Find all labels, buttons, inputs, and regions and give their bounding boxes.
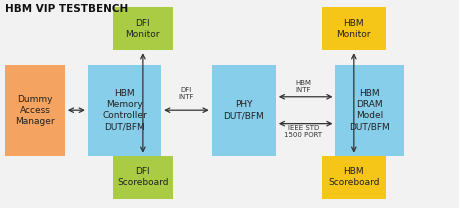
Text: DFI
INTF: DFI INTF bbox=[178, 87, 194, 100]
Text: IEEE STD
1500 PORT: IEEE STD 1500 PORT bbox=[284, 125, 322, 138]
FancyBboxPatch shape bbox=[113, 156, 172, 199]
Text: HBM
Scoreboard: HBM Scoreboard bbox=[327, 167, 379, 187]
FancyBboxPatch shape bbox=[321, 156, 385, 199]
Text: PHY
DUT/BFM: PHY DUT/BFM bbox=[223, 100, 263, 120]
FancyBboxPatch shape bbox=[211, 65, 275, 156]
FancyBboxPatch shape bbox=[335, 65, 403, 156]
Text: DFI
Scoreboard: DFI Scoreboard bbox=[117, 167, 168, 187]
Text: Dummy
Access
Manager: Dummy Access Manager bbox=[15, 95, 55, 126]
Text: HBM VIP TESTBENCH: HBM VIP TESTBENCH bbox=[5, 4, 128, 14]
Text: HBM
DRAM
Model
DUT/BFM: HBM DRAM Model DUT/BFM bbox=[349, 89, 389, 131]
Text: HBM
Monitor: HBM Monitor bbox=[336, 19, 370, 39]
FancyBboxPatch shape bbox=[5, 65, 65, 156]
Text: DFI
Monitor: DFI Monitor bbox=[125, 19, 160, 39]
Text: HBM
INTF: HBM INTF bbox=[295, 80, 311, 93]
Text: HBM
Memory
Controller
DUT/BFM: HBM Memory Controller DUT/BFM bbox=[102, 89, 146, 131]
FancyBboxPatch shape bbox=[88, 65, 161, 156]
FancyBboxPatch shape bbox=[113, 7, 172, 50]
FancyBboxPatch shape bbox=[321, 7, 385, 50]
